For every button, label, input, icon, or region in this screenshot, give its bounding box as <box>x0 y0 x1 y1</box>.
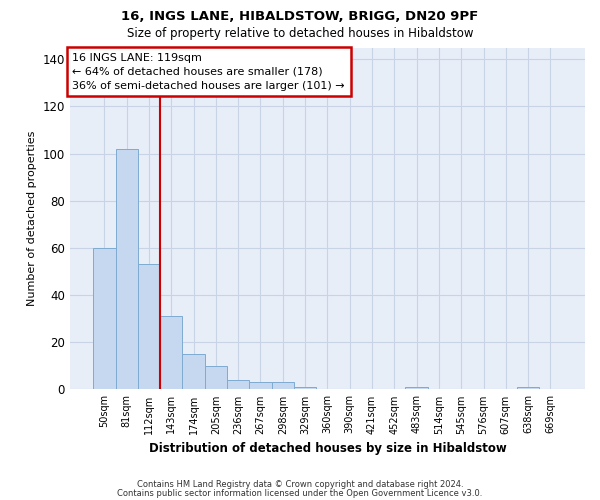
Bar <box>250 382 272 390</box>
Bar <box>205 366 227 390</box>
X-axis label: Distribution of detached houses by size in Hibaldstow: Distribution of detached houses by size … <box>149 442 506 455</box>
Bar <box>160 316 182 390</box>
Y-axis label: Number of detached properties: Number of detached properties <box>27 131 37 306</box>
Bar <box>93 248 116 390</box>
Text: Contains public sector information licensed under the Open Government Licence v3: Contains public sector information licen… <box>118 488 482 498</box>
Bar <box>182 354 205 390</box>
Text: Contains HM Land Registry data © Crown copyright and database right 2024.: Contains HM Land Registry data © Crown c… <box>137 480 463 489</box>
Bar <box>138 264 160 390</box>
Bar <box>517 387 539 390</box>
Text: Size of property relative to detached houses in Hibaldstow: Size of property relative to detached ho… <box>127 28 473 40</box>
Bar <box>272 382 294 390</box>
Text: 16, INGS LANE, HIBALDSTOW, BRIGG, DN20 9PF: 16, INGS LANE, HIBALDSTOW, BRIGG, DN20 9… <box>121 10 479 23</box>
Bar <box>116 149 138 390</box>
Text: 16 INGS LANE: 119sqm
← 64% of detached houses are smaller (178)
36% of semi-deta: 16 INGS LANE: 119sqm ← 64% of detached h… <box>73 52 345 90</box>
Bar <box>227 380 250 390</box>
Bar <box>406 387 428 390</box>
Bar <box>294 387 316 390</box>
